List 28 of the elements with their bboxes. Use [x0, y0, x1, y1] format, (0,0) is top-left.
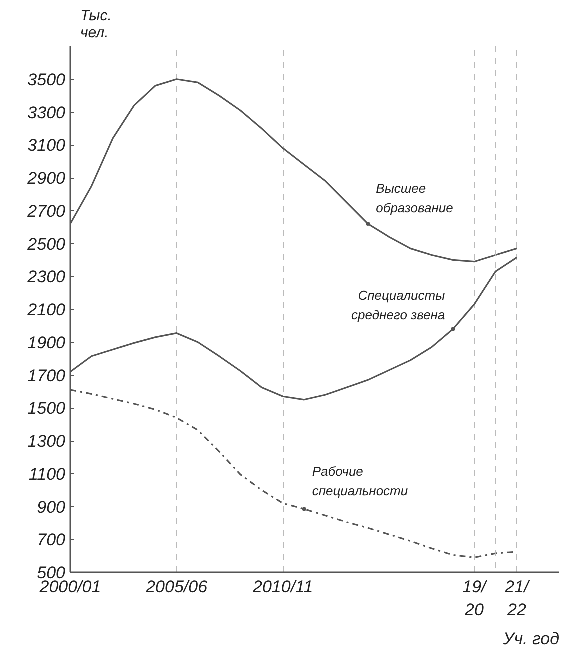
y-tick-label: 2100 [26, 300, 66, 320]
y-tick-label: 1900 [28, 333, 66, 352]
y-tick-label: 2700 [26, 202, 66, 221]
y-tick-label: 900 [37, 498, 66, 517]
y-tick-label: 3300 [28, 103, 66, 122]
series-label: Специалисты среднего звена [352, 288, 446, 322]
y-tick-label: 700 [37, 530, 66, 550]
y-axis-title: Тыс. чел. [80, 8, 112, 42]
y-tick-label: 1300 [28, 432, 66, 451]
point [451, 327, 456, 332]
series-label: Высшее образование [376, 180, 454, 216]
y-tick-label: 3500 [28, 70, 66, 90]
x-tick-label: 21/ 22 [504, 578, 532, 620]
x-tick-label: 2005/06 [145, 578, 208, 596]
y-tick-label: 2900 [26, 169, 66, 188]
x-tick-label: 19/ 20 [462, 578, 489, 620]
y-tick-label: 1100 [28, 464, 66, 484]
y-tick-label: 2300 [26, 268, 66, 287]
y-tick-label: 1700 [28, 366, 66, 386]
point [366, 222, 370, 226]
point [302, 507, 306, 512]
y-tick-label: 3100 [28, 136, 66, 156]
y-tick-label: 1500 [28, 399, 66, 418]
x-axis-title: Уч. год [502, 630, 560, 648]
x-tick-label: 2010/11 [252, 578, 314, 596]
y-tick-label: 2500 [26, 234, 66, 254]
series-label: Рабочие специальности [312, 464, 408, 498]
x-tick-label: 2000/01 [38, 578, 102, 596]
